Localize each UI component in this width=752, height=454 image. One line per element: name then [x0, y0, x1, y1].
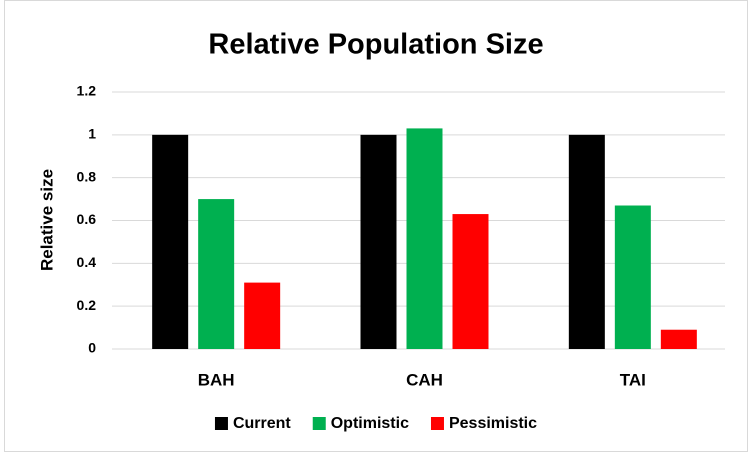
y-tick-label: 0.2 [77, 297, 97, 313]
chart-title: Relative Population Size [208, 29, 543, 61]
legend-label: Pessimistic [449, 415, 537, 432]
legend-swatch [430, 417, 444, 430]
legend-swatch [312, 417, 326, 430]
bar [244, 282, 281, 349]
legend-label: Optimistic [331, 415, 409, 432]
bar [152, 134, 189, 349]
y-tick-label: 1 [88, 126, 96, 142]
x-tick-label: CAH [406, 370, 443, 389]
x-tick-label: BAH [198, 370, 235, 389]
bar [198, 199, 235, 349]
x-tick-label: TAI [620, 370, 646, 389]
bar [660, 329, 697, 349]
y-tick-label: 0.6 [77, 211, 97, 227]
y-tick-label: 0.8 [77, 168, 97, 184]
bar [568, 134, 605, 349]
y-tick-label: 0.4 [77, 254, 97, 270]
y-tick-label: 1.2 [77, 83, 97, 99]
bar [614, 205, 651, 349]
bar [360, 134, 397, 349]
legend-swatch [214, 417, 228, 430]
bar [452, 214, 489, 349]
y-tick-label: 0 [88, 340, 96, 356]
legend-label: Current [233, 415, 291, 432]
y-axis-label: Relative size [37, 169, 56, 271]
bar [406, 128, 443, 349]
